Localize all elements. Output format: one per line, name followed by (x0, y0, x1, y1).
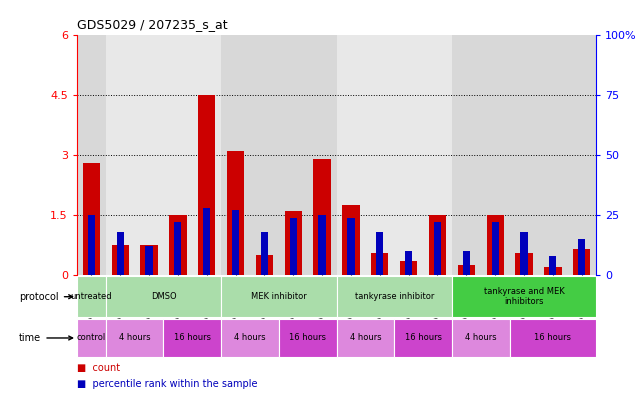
Bar (285, 211, 302, 275)
Bar (376, 232, 383, 275)
Text: protocol: protocol (19, 292, 72, 302)
Bar (452, 276, 596, 318)
Bar (337, 276, 452, 318)
Text: 4 hours: 4 hours (465, 334, 497, 342)
Text: DMSO: DMSO (151, 292, 176, 301)
Bar (394, 319, 452, 357)
Bar (106, 276, 221, 318)
Text: MEK inhibitor: MEK inhibitor (251, 292, 306, 301)
Bar (487, 215, 504, 275)
Text: 16 hours: 16 hours (174, 334, 211, 342)
Bar (463, 251, 470, 275)
Text: tankyrase inhibitor: tankyrase inhibitor (354, 292, 434, 301)
Bar (549, 256, 556, 275)
Bar (319, 215, 326, 275)
Text: control: control (77, 334, 106, 342)
Bar (342, 205, 360, 275)
Text: 16 hours: 16 hours (535, 334, 571, 342)
Bar (112, 245, 129, 275)
Bar (163, 319, 221, 357)
Bar (405, 251, 412, 275)
Bar (169, 215, 187, 275)
Bar (140, 245, 158, 275)
Bar (337, 319, 394, 357)
Bar (232, 210, 239, 275)
Text: untreated: untreated (71, 292, 112, 301)
Bar (106, 319, 163, 357)
Bar (371, 253, 388, 275)
Bar (337, 35, 452, 275)
Text: tankyrase and MEK
inhibitors: tankyrase and MEK inhibitors (484, 287, 564, 307)
Text: ■  count: ■ count (77, 364, 120, 373)
Bar (452, 35, 596, 275)
Bar (520, 232, 528, 275)
Bar (203, 208, 210, 275)
Bar (290, 218, 297, 275)
Bar (106, 35, 221, 275)
Bar (279, 319, 337, 357)
Bar (146, 246, 153, 275)
Bar (77, 276, 106, 318)
Bar (88, 215, 95, 275)
Text: time: time (19, 333, 72, 343)
Bar (221, 319, 279, 357)
Bar (117, 232, 124, 275)
Bar (515, 253, 533, 275)
Bar (221, 35, 337, 275)
Bar (458, 265, 475, 275)
Text: 4 hours: 4 hours (234, 334, 266, 342)
Bar (313, 159, 331, 275)
Bar (347, 218, 354, 275)
Bar (221, 276, 337, 318)
Bar (434, 222, 441, 275)
Bar (83, 163, 100, 275)
Text: 16 hours: 16 hours (404, 334, 442, 342)
Text: 4 hours: 4 hours (119, 334, 151, 342)
Bar (227, 151, 244, 275)
Bar (77, 319, 106, 357)
Bar (492, 222, 499, 275)
Bar (77, 35, 106, 275)
Bar (400, 261, 417, 275)
Bar (174, 222, 181, 275)
Bar (256, 255, 273, 275)
Text: 4 hours: 4 hours (349, 334, 381, 342)
Bar (198, 95, 215, 275)
Text: 16 hours: 16 hours (289, 334, 326, 342)
Bar (452, 319, 510, 357)
Bar (429, 215, 446, 275)
Bar (261, 232, 268, 275)
Bar (510, 319, 596, 357)
Bar (573, 249, 590, 275)
Text: ■  percentile rank within the sample: ■ percentile rank within the sample (77, 379, 258, 389)
Bar (544, 267, 562, 275)
Bar (578, 239, 585, 275)
Text: GDS5029 / 207235_s_at: GDS5029 / 207235_s_at (77, 18, 228, 31)
